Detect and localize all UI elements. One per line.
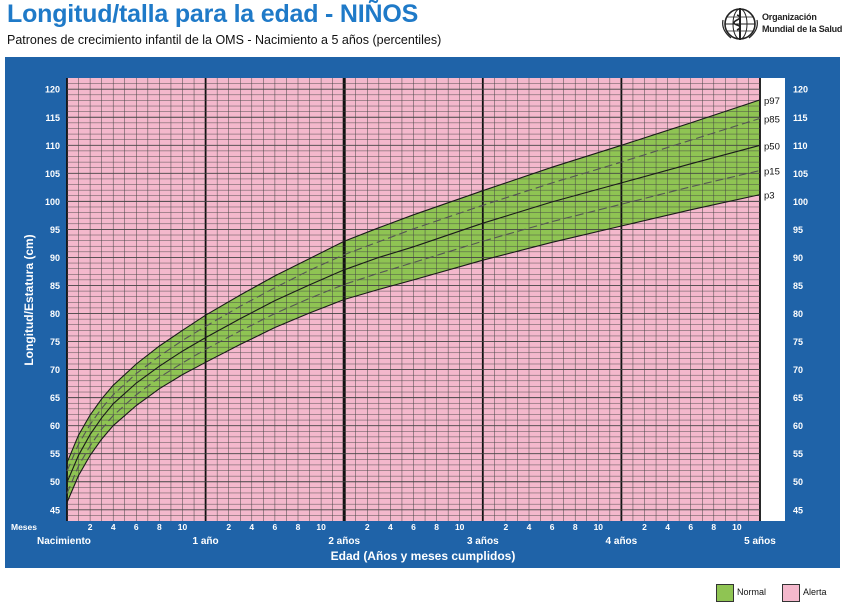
who-emblem-icon (722, 8, 758, 40)
series-line-p15 (66, 169, 761, 494)
month-tick-label: 8 (434, 522, 439, 532)
month-tick-label: 4 (388, 522, 393, 532)
month-tick-label: 10 (732, 522, 742, 532)
who-logo: Organización Mundial de la Salud (721, 6, 845, 42)
month-tick-label: 6 (273, 522, 278, 532)
y-tick-label-right: 60 (793, 421, 803, 431)
page-subtitle: Patrones de crecimiento infantil de la O… (7, 33, 442, 47)
month-tick-label: 2 (88, 522, 93, 532)
year-tick-label: 1 año (193, 536, 219, 547)
series-label-p97: p97 (764, 96, 780, 107)
legend-swatch (782, 584, 800, 602)
month-tick-title: Meses (11, 522, 37, 532)
month-tick-label: 8 (296, 522, 301, 532)
y-tick-label-right: 45 (793, 505, 803, 515)
y-tick-label-left: 100 (45, 197, 60, 207)
month-tick-label: 2 (226, 522, 231, 532)
series-label-p15: p15 (764, 167, 780, 178)
month-tick-label: 8 (573, 522, 578, 532)
month-tick-label: 8 (157, 522, 162, 532)
y-tick-label-right: 75 (793, 337, 803, 347)
month-tick-label: 2 (504, 522, 509, 532)
month-tick-label: 4 (527, 522, 532, 532)
month-tick-label: 2 (365, 522, 370, 532)
year-tick-label: Nacimiento (37, 536, 91, 547)
series-line-p3 (66, 194, 761, 503)
y-tick-label-right: 70 (793, 365, 803, 375)
year-tick-label: 5 años (744, 536, 776, 547)
y-tick-label-right: 50 (793, 477, 803, 487)
series-label-p50: p50 (764, 141, 780, 152)
org-name-line1: Organización (762, 12, 817, 22)
month-tick-label: 8 (711, 522, 716, 532)
y-tick-label-right: 95 (793, 225, 803, 235)
legend-swatch (716, 584, 734, 602)
year-tick-label: 3 años (467, 536, 499, 547)
series-label-p3: p3 (764, 191, 775, 202)
y-tick-label-left: 60 (50, 421, 60, 431)
page-title: Longitud/talla para la edad - NIÑOS (7, 0, 419, 28)
y-tick-label-left: 70 (50, 365, 60, 375)
y-tick-label-right: 80 (793, 309, 803, 319)
month-tick-label: 10 (178, 522, 188, 532)
series-line-p97 (66, 99, 761, 463)
y-tick-label-left: 80 (50, 309, 60, 319)
y-tick-label-right: 115 (793, 113, 808, 123)
y-axis-title: Longitud/Estatura (cm) (22, 234, 36, 365)
month-tick-label: 4 (249, 522, 254, 532)
month-tick-label: 4 (665, 522, 670, 532)
series-line-p50 (66, 144, 761, 483)
y-tick-label-right: 110 (793, 141, 808, 151)
y-tick-label-right: 65 (793, 393, 803, 403)
y-tick-label-right: 55 (793, 449, 803, 459)
y-tick-label-left: 75 (50, 337, 60, 347)
y-tick-label-left: 65 (50, 393, 60, 403)
y-tick-label-right: 100 (793, 197, 808, 207)
series-line-p85 (66, 117, 761, 472)
year-tick-label: 4 años (606, 536, 638, 547)
y-tick-label-right: 120 (793, 85, 808, 95)
y-tick-label-left: 95 (50, 225, 60, 235)
month-tick-label: 10 (316, 522, 326, 532)
month-tick-label: 6 (688, 522, 693, 532)
month-tick-label: 2 (642, 522, 647, 532)
month-tick-label: 6 (550, 522, 555, 532)
y-tick-label-left: 45 (50, 505, 60, 515)
month-tick-label: 6 (411, 522, 416, 532)
legend-label: Normal (737, 587, 767, 597)
org-name-line2: Mundial de la Salud (762, 24, 843, 34)
y-tick-label-left: 55 (50, 449, 60, 459)
year-tick-label: 2 años (328, 536, 360, 547)
y-tick-label-left: 110 (45, 141, 60, 151)
y-tick-label-right: 90 (793, 253, 803, 263)
month-tick-label: 10 (455, 522, 465, 532)
y-tick-label-right: 85 (793, 281, 803, 291)
y-tick-label-left: 85 (50, 281, 60, 291)
legend-label: Alerta (803, 587, 827, 597)
month-tick-label: 10 (594, 522, 604, 532)
y-tick-label-left: 115 (45, 113, 60, 123)
month-tick-label: 4 (111, 522, 116, 532)
x-axis-title: Edad (Años y meses cumplidos) (331, 549, 516, 563)
y-tick-label-left: 50 (50, 477, 60, 487)
y-tick-label-left: 120 (45, 85, 60, 95)
y-tick-label-right: 105 (793, 169, 808, 179)
y-tick-label-left: 90 (50, 253, 60, 263)
month-tick-label: 6 (134, 522, 139, 532)
y-tick-label-left: 105 (45, 169, 60, 179)
series-label-p85: p85 (764, 114, 780, 125)
